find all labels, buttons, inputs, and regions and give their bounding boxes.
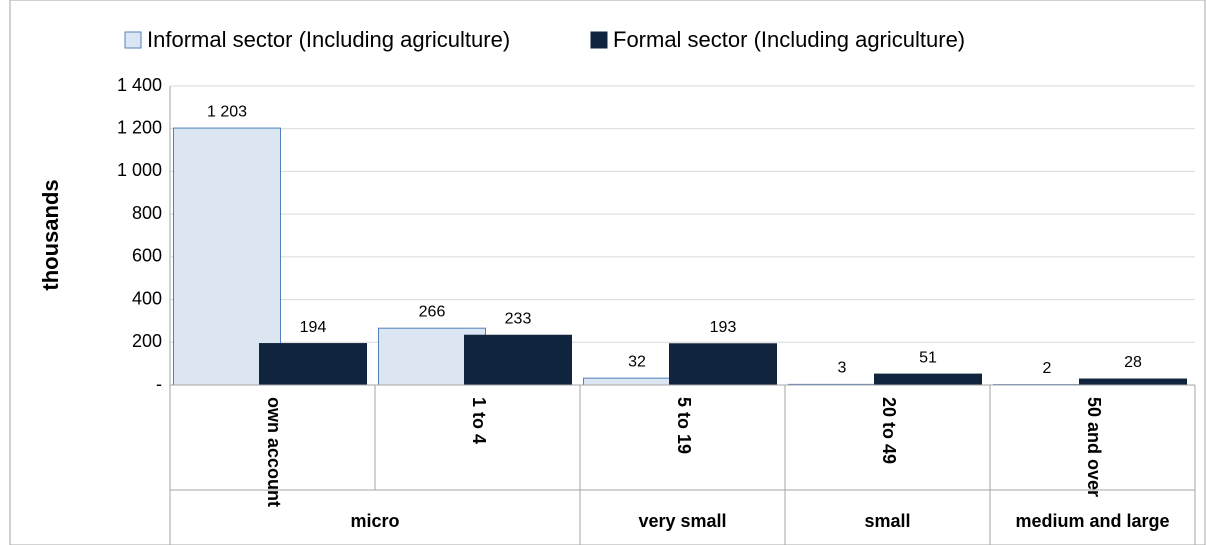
value-label: 51 [919,349,937,366]
group-label: small [864,511,910,531]
value-label: 233 [505,310,532,327]
legend-swatch [590,31,608,49]
group-label: micro [350,511,399,531]
bar [259,343,367,386]
group-label: very small [638,511,726,531]
bar [1079,378,1187,386]
legend-label: Formal sector (Including agriculture) [613,27,965,52]
value-label: 193 [710,319,737,336]
value-label: 266 [419,303,446,320]
value-label: 32 [628,353,646,370]
legend-label: Informal sector (Including agriculture) [147,27,510,52]
x-tick-label: 20 to 49 [879,397,899,464]
x-tick-label: 50 and over [1084,397,1104,497]
y-tick-label: 600 [132,246,162,266]
y-tick-label: 800 [132,203,162,223]
bar [874,373,982,386]
x-tick-label: own account [264,397,284,507]
y-axis-label: thousands [38,179,63,290]
x-tick-label: 1 to 4 [469,397,489,444]
y-tick-label: 400 [132,288,162,308]
y-tick-label: 1 200 [117,117,162,137]
bar [669,343,777,386]
chart-frame [9,0,1206,545]
y-tick-label: 1 000 [117,160,162,180]
x-tick-label: 5 to 19 [674,397,694,454]
value-label: 3 [838,360,847,377]
value-label: 28 [1124,354,1142,371]
group-label: medium and large [1015,511,1169,531]
y-tick-label: 1 400 [117,75,162,95]
value-label: 194 [300,319,327,336]
legend-swatch [124,31,142,49]
y-tick-label: - [156,374,162,394]
bar [464,334,572,386]
value-label: 1 203 [207,103,247,120]
y-tick-label: 200 [132,331,162,351]
value-label: 2 [1043,360,1052,377]
